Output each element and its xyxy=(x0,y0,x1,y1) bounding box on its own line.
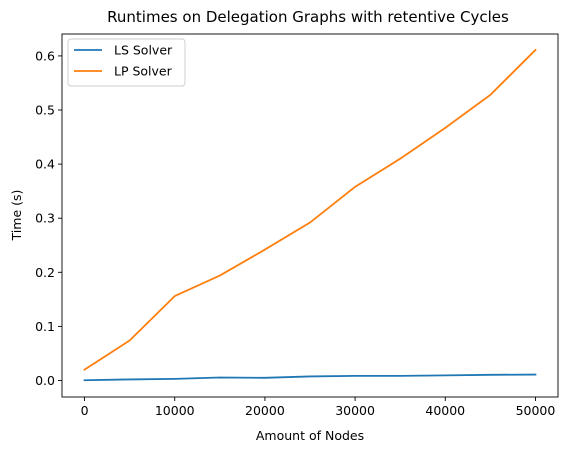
x-tick-label: 20000 xyxy=(245,403,285,418)
series-layer xyxy=(83,48,537,382)
plot-area-frame xyxy=(61,33,559,398)
y-tick-label: 0.4 xyxy=(35,157,55,172)
x-tick-label: 50000 xyxy=(516,403,556,418)
y-tick-label: 0.2 xyxy=(35,265,55,280)
x-axis: 0 10000 20000 30000 40000 50000 xyxy=(81,397,556,418)
y-tick-label: 0.6 xyxy=(35,48,55,63)
series-line-1 xyxy=(83,48,537,371)
series-line-0 xyxy=(83,373,537,382)
y-axis-label: Time (s) xyxy=(9,190,24,242)
y-tick-label: 0.3 xyxy=(35,211,55,226)
y-tick-label: 0.1 xyxy=(35,319,55,334)
x-tick-label: 30000 xyxy=(335,403,375,418)
x-tick-label: 10000 xyxy=(155,403,195,418)
x-axis-label: Amount of Nodes xyxy=(256,428,364,443)
x-tick-label: 40000 xyxy=(425,403,465,418)
y-tick-label: 0.0 xyxy=(35,373,55,388)
chart-title: Runtimes on Delegation Graphs with reten… xyxy=(107,8,509,26)
y-tick-label: 0.5 xyxy=(35,103,55,118)
legend: LS Solver LP Solver xyxy=(67,38,186,87)
legend-label: LS Solver xyxy=(114,43,173,58)
y-axis: 0.0 0.1 0.2 0.3 0.4 0.5 0.6 xyxy=(35,48,62,388)
x-tick-label: 0 xyxy=(81,403,89,418)
legend-label: LP Solver xyxy=(114,64,173,79)
